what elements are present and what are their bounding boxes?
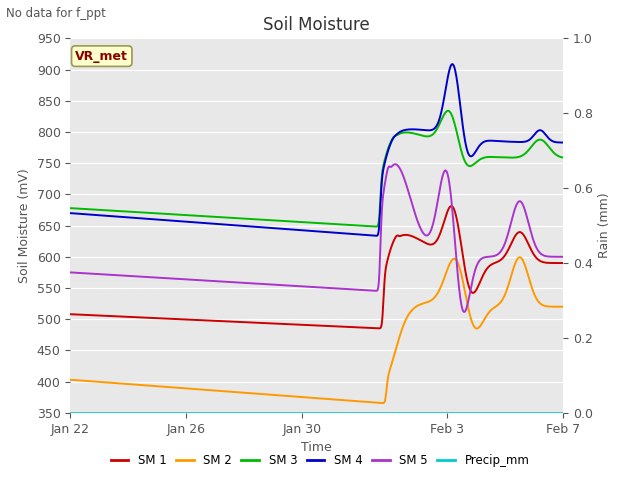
SM 1 <box>365 325 373 331</box>
X-axis label: Time: Time <box>301 441 332 454</box>
SM 5 <box>441 168 449 174</box>
Precip_mm <box>440 410 448 416</box>
Precip_mm <box>365 410 373 416</box>
SM 5 <box>392 161 399 167</box>
SM 4 <box>449 61 456 67</box>
SM 1 <box>559 260 567 266</box>
Line: SM 2: SM 2 <box>70 257 563 403</box>
SM 1 <box>97 312 104 318</box>
SM 3 <box>444 108 452 114</box>
SM 5 <box>559 254 567 260</box>
SM 3 <box>441 110 449 116</box>
SM 1 <box>448 203 456 209</box>
SM 5 <box>365 288 373 293</box>
SM 2 <box>67 377 74 383</box>
SM 4 <box>381 159 388 165</box>
SM 5 <box>381 184 388 190</box>
SM 2 <box>379 400 387 406</box>
SM 5 <box>353 287 360 292</box>
SM 5 <box>461 309 468 315</box>
SM 3 <box>559 155 567 160</box>
Title: Soil Moisture: Soil Moisture <box>264 16 370 34</box>
Precip_mm <box>491 410 499 416</box>
SM 3 <box>67 205 74 211</box>
SM 2 <box>97 379 104 385</box>
SM 3 <box>381 156 388 162</box>
SM 4 <box>365 232 373 238</box>
SM 2 <box>353 398 360 404</box>
Line: SM 5: SM 5 <box>70 164 563 312</box>
SM 5 <box>67 270 74 276</box>
SM 5 <box>492 252 500 258</box>
SM 4 <box>372 233 380 239</box>
SM 3 <box>353 223 360 228</box>
Line: SM 1: SM 1 <box>70 206 563 328</box>
SM 4 <box>97 213 104 218</box>
Line: SM 4: SM 4 <box>70 64 563 236</box>
Text: No data for f_ppt: No data for f_ppt <box>6 7 106 20</box>
SM 4 <box>67 210 74 216</box>
SM 3 <box>97 207 104 213</box>
Precip_mm <box>97 410 104 416</box>
SM 2 <box>381 398 388 404</box>
Precip_mm <box>353 410 360 416</box>
SM 1 <box>441 216 449 222</box>
SM 4 <box>492 138 500 144</box>
Line: SM 3: SM 3 <box>70 111 563 227</box>
SM 1 <box>376 325 383 331</box>
Y-axis label: Soil Moisture (mV): Soil Moisture (mV) <box>18 168 31 283</box>
Precip_mm <box>559 410 567 416</box>
SM 2 <box>365 399 373 405</box>
Legend: SM 1, SM 2, SM 3, SM 4, SM 5, Precip_mm: SM 1, SM 2, SM 3, SM 4, SM 5, Precip_mm <box>106 449 534 472</box>
SM 1 <box>381 273 388 278</box>
SM 4 <box>353 231 360 237</box>
SM 3 <box>365 223 373 229</box>
SM 1 <box>492 260 500 265</box>
SM 4 <box>441 91 449 97</box>
SM 2 <box>516 254 524 260</box>
SM 1 <box>353 324 360 330</box>
Y-axis label: Rain (mm): Rain (mm) <box>598 193 611 258</box>
SM 2 <box>559 304 567 310</box>
SM 5 <box>97 271 104 277</box>
SM 3 <box>492 154 500 160</box>
SM 3 <box>372 224 380 229</box>
SM 2 <box>492 304 499 310</box>
SM 2 <box>441 274 449 279</box>
Precip_mm <box>67 410 74 416</box>
SM 4 <box>559 140 567 145</box>
Precip_mm <box>381 410 388 416</box>
SM 1 <box>67 312 74 317</box>
Text: VR_met: VR_met <box>76 49 128 62</box>
